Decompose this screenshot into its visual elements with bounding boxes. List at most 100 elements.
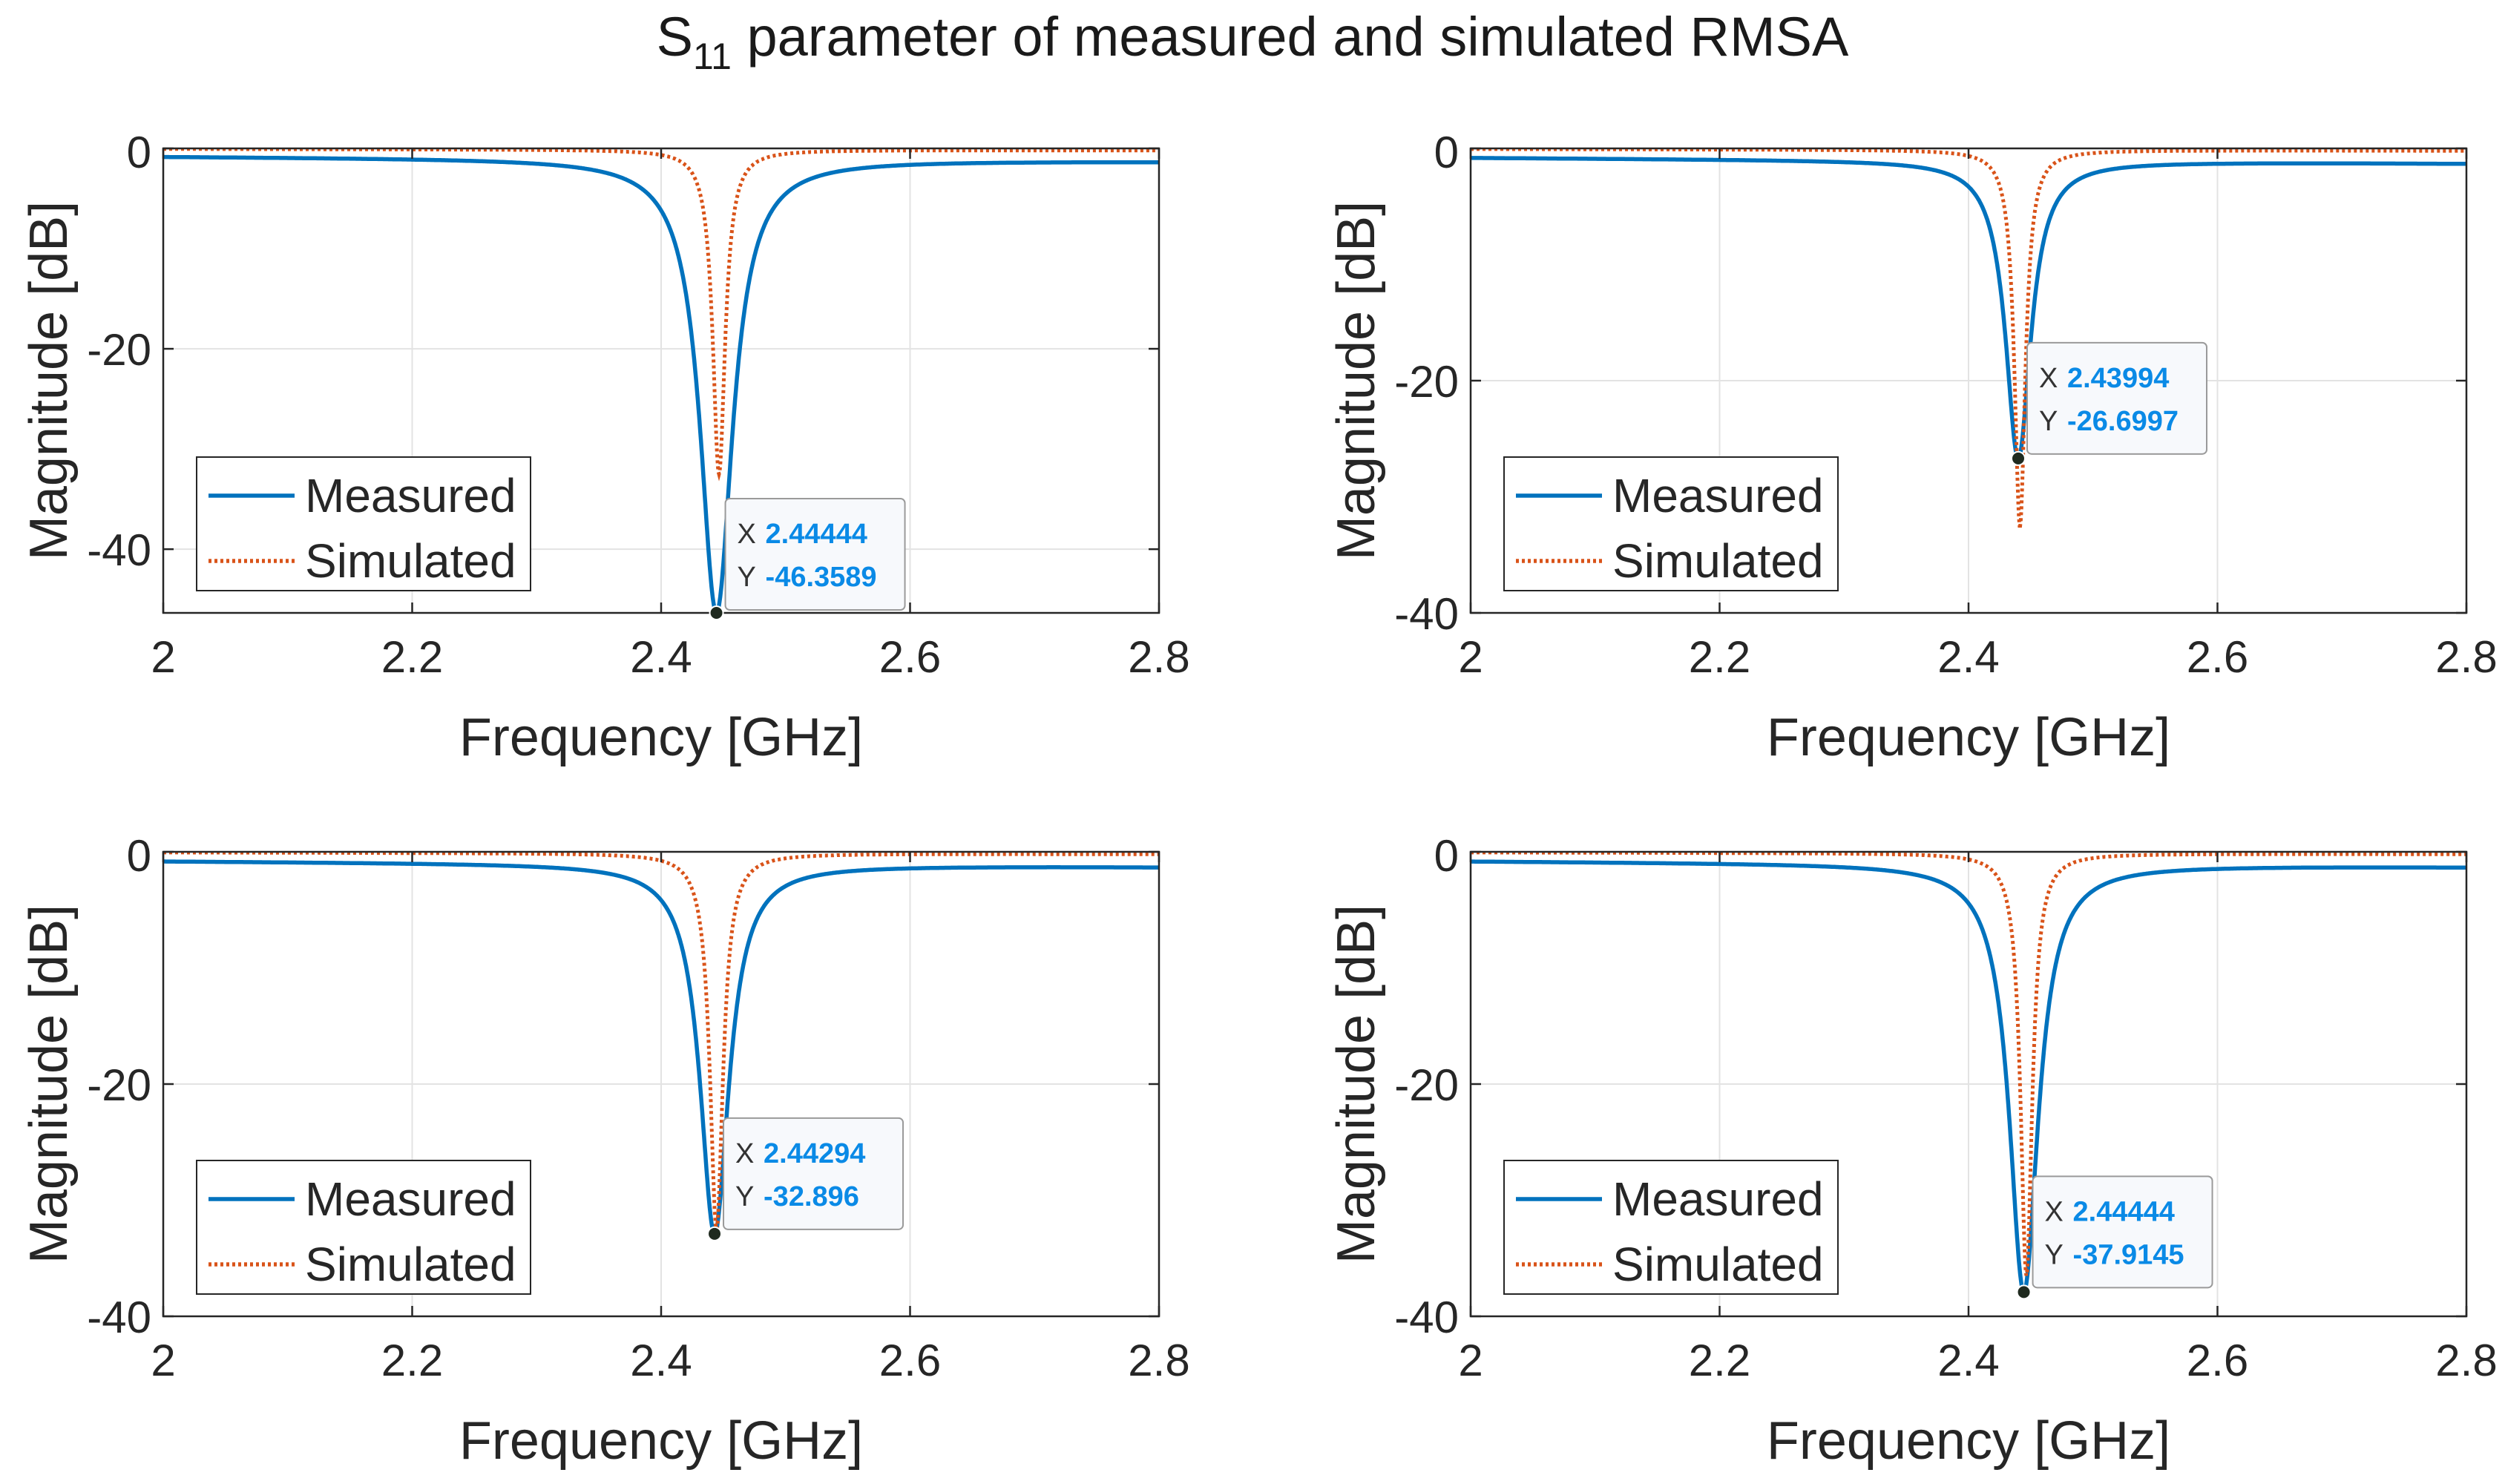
x-tick-label: 2.2	[381, 632, 443, 682]
legend-box	[1503, 1160, 1839, 1295]
legend: Measured Simulated	[196, 1160, 531, 1295]
datatip-y-key: Y	[2039, 406, 2058, 437]
legend: Measured Simulated	[1503, 456, 1839, 591]
y-tick-label: -40	[1394, 589, 1459, 639]
subplot-3: 2 2.2 2.4 2.6 2.8 0 -20 -40 Frequency [GHz] Magni…	[19, 831, 1190, 1471]
series-line-simulated	[163, 148, 1159, 482]
y-tick-label: 0	[1434, 128, 1459, 177]
y-tick-label: -40	[87, 1293, 151, 1342]
legend-label-measured: Measured	[1612, 1172, 1824, 1226]
title-rest: parameter of measured and simulated RMSA	[731, 6, 1849, 68]
datatip-y-key: Y	[735, 1181, 754, 1212]
y-tick-label: -40	[1394, 1293, 1459, 1342]
y-tick-label: -20	[87, 325, 151, 375]
datatip-box	[724, 498, 906, 611]
legend-label-simulated: Simulated	[1612, 1238, 1824, 1291]
y-tick-label: -20	[1394, 357, 1459, 407]
x-tick-label: 2.2	[1689, 632, 1750, 682]
title-s: S	[656, 6, 694, 68]
x-tick-label: 2.8	[1128, 632, 1189, 682]
x-tick-label: 2.6	[2187, 1336, 2248, 1385]
datatip-y-value: -26.6997	[2067, 406, 2179, 437]
datatip-x-value: 2.44294	[764, 1138, 865, 1169]
title-subscript: 11	[693, 36, 732, 77]
datatip-y-value: -37.9145	[2073, 1239, 2184, 1270]
x-tick-label: 2.4	[1937, 1336, 1999, 1385]
x-axis-label: Frequency [GHz]	[459, 1411, 863, 1471]
y-axis-label: Magnitude [dB]	[19, 904, 79, 1264]
datatip-x-value: 2.44444	[2073, 1196, 2175, 1227]
x-tick-label: 2.8	[2435, 1336, 2497, 1385]
subplot-4: 2 2.2 2.4 2.6 2.8 0 -20 -40 Frequency [GHz] Magni…	[1327, 831, 2498, 1471]
x-axis-label: Frequency [GHz]	[1767, 708, 2170, 767]
y-tick-label: -20	[1394, 1060, 1459, 1110]
series-line-simulated	[1471, 148, 2466, 528]
x-tick-label: 2.6	[879, 1336, 941, 1385]
legend-label-measured: Measured	[305, 469, 516, 522]
x-tick-label: 2.4	[1937, 632, 1999, 682]
datatip-y-value: -46.3589	[766, 562, 877, 593]
legend-label-simulated: Simulated	[305, 1238, 516, 1291]
x-tick-label: 2.4	[630, 1336, 692, 1385]
datatip-y-value: -32.896	[764, 1181, 859, 1212]
datatip-x-key: X	[2039, 363, 2058, 394]
figure-title: S11 parameter of measured and simulated …	[0, 0, 2505, 82]
x-axis-label: Frequency [GHz]	[1767, 1411, 2170, 1471]
datatip-marker	[2016, 1284, 2032, 1300]
x-tick-label: 2	[151, 1336, 175, 1385]
datatip: X 2.44294 Y -32.896	[707, 1117, 905, 1241]
x-tick-label: 2.6	[879, 632, 941, 682]
datatip-marker	[2010, 450, 2026, 466]
y-tick-label: -20	[87, 1060, 151, 1110]
series-line-measured	[1471, 859, 2466, 1295]
datatip-x-key: X	[735, 1138, 754, 1169]
datatip-box	[723, 1117, 905, 1230]
datatip: X 2.44444 Y -37.9145	[2016, 1175, 2213, 1300]
y-axis-label: Magnitude [dB]	[1327, 904, 1386, 1264]
y-axis-label: Magnitude [dB]	[1327, 201, 1386, 560]
y-tick-label: -40	[87, 525, 151, 575]
x-tick-label: 2.2	[1689, 1336, 1750, 1385]
y-axis-label: Magnitude [dB]	[19, 201, 79, 560]
datatip-y-key: Y	[738, 562, 756, 593]
series-line-measured	[1471, 156, 2466, 461]
legend-box	[1503, 456, 1839, 591]
x-tick-label: 2	[151, 632, 175, 682]
legend: Measured Simulated	[1503, 1160, 1839, 1295]
datatip-marker	[709, 605, 724, 620]
legend-box	[196, 456, 531, 591]
x-tick-label: 2.8	[2435, 632, 2497, 682]
x-axis-label: Frequency [GHz]	[459, 708, 863, 767]
series-line-measured	[163, 154, 1159, 613]
x-tick-label: 2.4	[630, 632, 692, 682]
datatip-x-value: 2.43994	[2067, 363, 2169, 394]
x-tick-label: 2.6	[2187, 632, 2248, 682]
datatip-x-key: X	[738, 519, 756, 550]
subplot-2: 2 2.2 2.4 2.6 2.8 0 -20 -40 Frequency [GHz] Magni…	[1327, 128, 2498, 767]
datatip: X 2.44444 Y -46.3589	[709, 498, 906, 620]
y-tick-label: 0	[127, 128, 151, 177]
datatip: X 2.43994 Y -26.6997	[2010, 341, 2207, 466]
datatip-x-value: 2.44444	[766, 519, 867, 550]
legend-label-measured: Measured	[305, 1172, 516, 1226]
datatip-x-key: X	[2045, 1196, 2064, 1227]
subplot-1: 2 2.2 2.4 2.6 2.8 0 -20 -40 Frequency [GHz] Magni…	[19, 128, 1190, 767]
datatip-marker	[707, 1226, 723, 1241]
series-line-measured	[163, 859, 1159, 1236]
y-tick-label: 0	[1434, 831, 1459, 881]
datatip-box	[2026, 341, 2207, 455]
x-tick-label: 2	[1458, 632, 1483, 682]
series-line-simulated	[163, 852, 1159, 1232]
y-tick-label: 0	[127, 831, 151, 881]
datatip-box	[2032, 1175, 2213, 1289]
legend-box	[196, 1160, 531, 1295]
series-line-simulated	[1471, 852, 2466, 1276]
x-tick-label: 2.8	[1128, 1336, 1189, 1385]
legend-label-simulated: Simulated	[1612, 534, 1824, 588]
x-tick-label: 2	[1458, 1336, 1483, 1385]
legend-label-simulated: Simulated	[305, 534, 516, 588]
datatip-y-key: Y	[2045, 1239, 2064, 1270]
x-tick-label: 2.2	[381, 1336, 443, 1385]
